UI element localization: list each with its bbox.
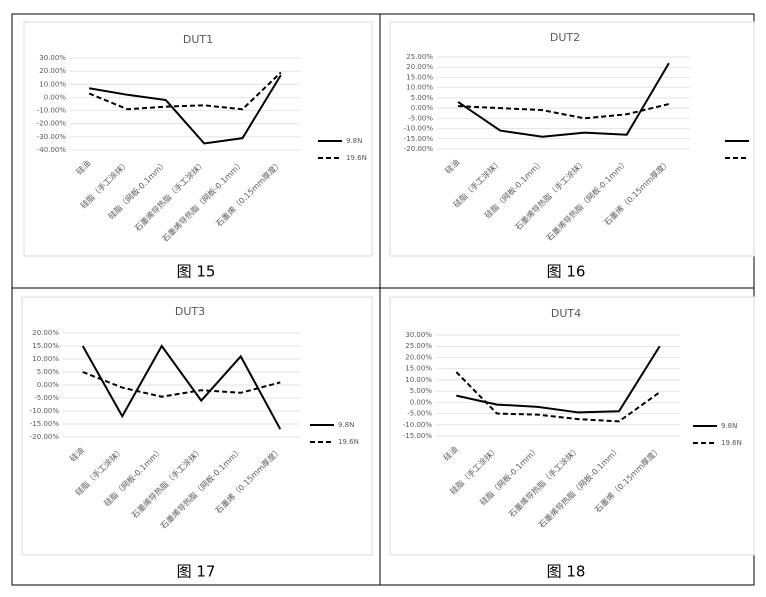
- y-tick-label: 10.00%: [405, 376, 432, 384]
- y-tick-label: 20.00%: [405, 353, 432, 361]
- y-tick-label: -5.00%: [34, 394, 59, 402]
- x-tick-label: 石墨烯导热脂（网板-0.1mm）: [544, 157, 630, 243]
- chart-title: DUT4: [551, 307, 581, 320]
- figure-caption: 图 15: [177, 263, 216, 281]
- x-tick-label: 硅油: [441, 444, 459, 462]
- y-tick-label: 0.00%: [37, 381, 60, 389]
- y-tick-label: -5.00%: [407, 410, 432, 418]
- x-tick-label: 石墨烯（0.15mm厚度）: [213, 445, 283, 515]
- chart-title: DUT3: [175, 305, 205, 318]
- legend-label: 19.6N: [346, 154, 367, 162]
- y-tick-label: 10.00%: [32, 355, 59, 363]
- x-tick-label: 石墨烯（0.15mm厚度）: [593, 444, 663, 514]
- x-tick-label: 石墨烯导热脂（手工涂抹）: [132, 158, 207, 233]
- y-tick-label: 20.00%: [406, 63, 433, 71]
- y-tick-label: 20.00%: [32, 329, 59, 337]
- y-tick-label: 10.00%: [39, 80, 66, 88]
- x-tick-label: 石墨烯导热脂（手工涂抹）: [507, 444, 582, 519]
- y-tick-label: -20.00%: [37, 120, 67, 128]
- y-tick-label: -20.00%: [404, 145, 434, 153]
- series-line: [82, 371, 281, 398]
- y-tick-label: 0.00%: [411, 104, 434, 112]
- series-line: [88, 71, 282, 111]
- y-tick-label: 25.00%: [405, 342, 432, 350]
- outer-border: [11, 13, 755, 586]
- y-tick-label: -10.00%: [403, 421, 433, 429]
- figure-caption: 图 17: [177, 563, 216, 581]
- series-line: [456, 345, 661, 414]
- series-line: [457, 62, 670, 138]
- chart-frame: [23, 21, 373, 257]
- figure-caption: 图 16: [547, 263, 586, 281]
- x-tick-label: 石墨烯导热脂（手工涂抹）: [513, 157, 588, 232]
- y-tick-label: 30.00%: [405, 331, 432, 339]
- y-tick-label: 10.00%: [406, 84, 433, 92]
- legend-label: 19.6N: [338, 438, 359, 446]
- series-line: [455, 371, 661, 423]
- y-tick-label: -20.00%: [30, 433, 60, 441]
- series-line: [81, 344, 282, 430]
- y-tick-label: 15.00%: [32, 342, 59, 350]
- x-tick-label: 硅油: [68, 445, 86, 463]
- x-tick-label: 硅油: [74, 158, 92, 176]
- y-tick-label: 30.00%: [39, 54, 66, 62]
- legend-label: 9.8N: [721, 422, 737, 430]
- y-tick-label: -30.00%: [37, 133, 67, 141]
- y-tick-label: -15.00%: [404, 135, 434, 143]
- x-tick-label: 石墨烯导热脂（网板-0.1mm）: [158, 445, 244, 531]
- series-line: [88, 74, 282, 145]
- y-tick-label: 20.00%: [39, 67, 66, 75]
- y-tick-label: -10.00%: [404, 125, 434, 133]
- y-tick-label: 25.00%: [406, 53, 433, 61]
- y-tick-label: -10.00%: [30, 407, 60, 415]
- y-tick-label: 15.00%: [405, 365, 432, 373]
- y-tick-label: 15.00%: [406, 73, 433, 81]
- x-tick-label: 硅油: [443, 157, 461, 175]
- legend-label: 9.8N: [346, 137, 362, 145]
- chart-frame: [389, 296, 755, 556]
- y-tick-label: 0.00%: [410, 398, 433, 406]
- y-tick-label: -15.00%: [403, 432, 433, 440]
- chart-frame: [21, 296, 373, 556]
- chart-title: DUT2: [550, 31, 580, 44]
- x-tick-label: 石墨烯导热脂（网板-0.1mm）: [160, 158, 246, 244]
- x-tick-label: 石墨烯导热脂（手工涂抹）: [129, 445, 204, 520]
- figure-caption: 图 18: [547, 563, 586, 581]
- y-tick-label: 5.00%: [410, 387, 433, 395]
- x-tick-label: 石墨烯导热脂（网板-0.1mm）: [536, 444, 622, 530]
- y-tick-label: -15.00%: [30, 420, 60, 428]
- chart-title: DUT1: [183, 33, 213, 46]
- chart-frame: [389, 21, 755, 257]
- legend-label: 19.6N: [721, 439, 742, 447]
- y-tick-label: -10.00%: [37, 107, 67, 115]
- y-tick-label: 5.00%: [411, 94, 434, 102]
- y-tick-label: -40.00%: [37, 146, 67, 154]
- legend-label: 9.8N: [338, 421, 354, 429]
- y-tick-label: -5.00%: [408, 114, 433, 122]
- series-line: [458, 103, 670, 120]
- x-tick-label: 石墨烯（0.15mm厚度）: [214, 158, 284, 228]
- y-tick-label: 5.00%: [37, 368, 60, 376]
- y-tick-label: 0.00%: [44, 93, 67, 101]
